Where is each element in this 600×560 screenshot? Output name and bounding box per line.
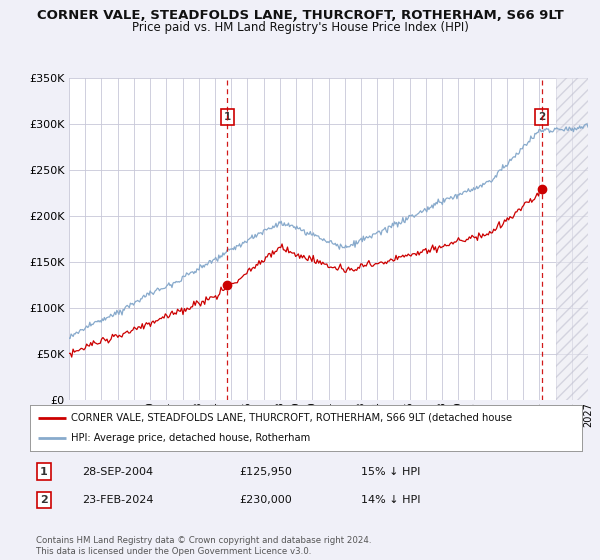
Text: £230,000: £230,000 [240,495,293,505]
Text: CORNER VALE, STEADFOLDS LANE, THURCROFT, ROTHERHAM, S66 9LT: CORNER VALE, STEADFOLDS LANE, THURCROFT,… [37,9,563,22]
Text: 14% ↓ HPI: 14% ↓ HPI [361,495,421,505]
Text: 15% ↓ HPI: 15% ↓ HPI [361,466,421,477]
Text: 2: 2 [40,495,47,505]
Text: 1: 1 [40,466,47,477]
Text: 2: 2 [538,112,545,122]
Text: 1: 1 [224,112,231,122]
Text: Contains HM Land Registry data © Crown copyright and database right 2024.: Contains HM Land Registry data © Crown c… [36,536,371,545]
Text: £125,950: £125,950 [240,466,293,477]
Text: This data is licensed under the Open Government Licence v3.0.: This data is licensed under the Open Gov… [36,547,311,556]
Text: Price paid vs. HM Land Registry's House Price Index (HPI): Price paid vs. HM Land Registry's House … [131,21,469,34]
Text: 23-FEB-2024: 23-FEB-2024 [82,495,154,505]
Text: HPI: Average price, detached house, Rotherham: HPI: Average price, detached house, Roth… [71,433,311,444]
Text: 28-SEP-2004: 28-SEP-2004 [82,466,154,477]
Text: CORNER VALE, STEADFOLDS LANE, THURCROFT, ROTHERHAM, S66 9LT (detached house: CORNER VALE, STEADFOLDS LANE, THURCROFT,… [71,413,512,423]
